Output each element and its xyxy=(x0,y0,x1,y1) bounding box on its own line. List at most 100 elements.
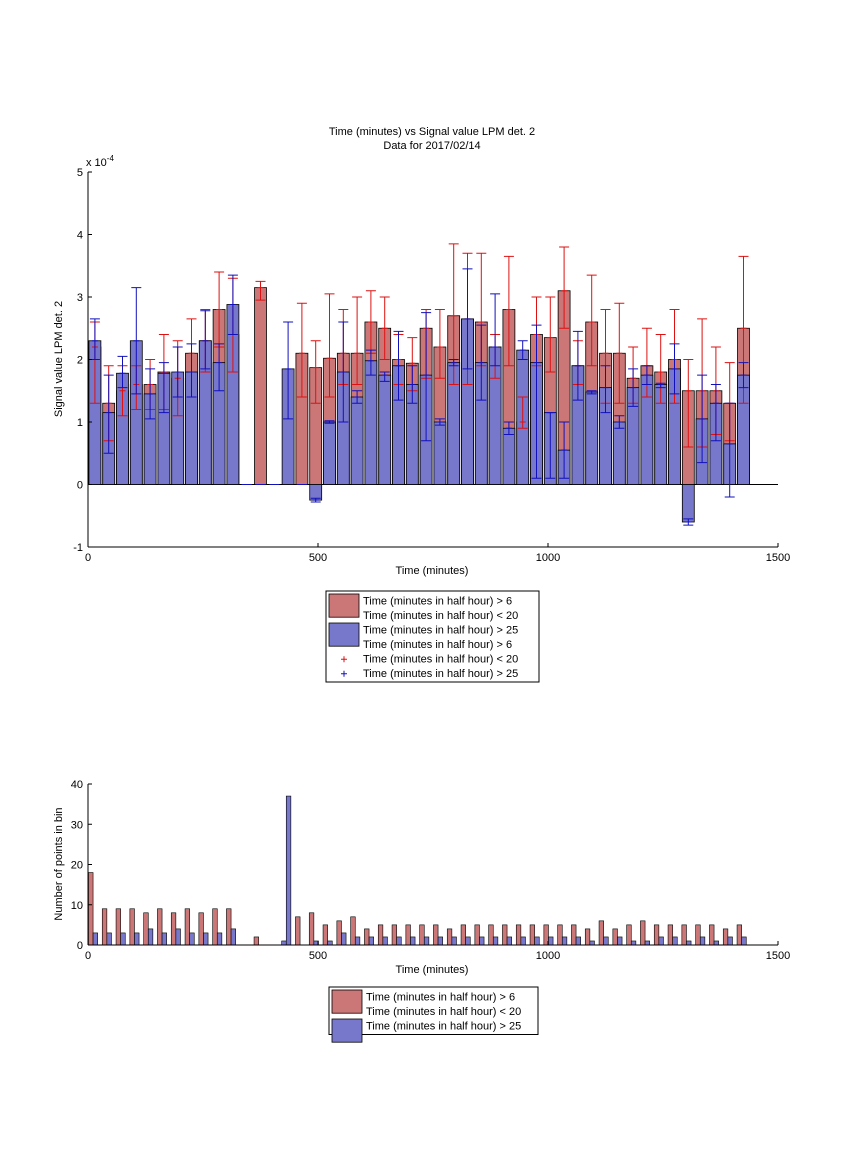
bottom-chart-bar-blue xyxy=(506,936,512,946)
bottom-chart-x-tick-label: 0 xyxy=(85,950,91,962)
bottom-chart-bar-red xyxy=(170,912,177,946)
bottom-chart-bar-red xyxy=(736,924,742,946)
top-chart-x-tick-label: 500 xyxy=(309,552,327,564)
top-chart: Time (minutes) vs Signal value LPM det. … xyxy=(53,126,790,683)
bottom-chart-bar-red xyxy=(405,924,411,946)
bottom-chart-bar-blue xyxy=(465,936,471,946)
bottom-chart-legend-box xyxy=(328,986,539,1035)
top-chart-bar-blue xyxy=(585,391,599,485)
bottom-chart-bar-red xyxy=(184,908,190,946)
bottom-chart-bar-blue xyxy=(147,928,154,946)
bottom-chart-bar-red xyxy=(295,916,301,946)
bottom-chart-bar-red xyxy=(612,928,618,946)
bottom-chart-plot-area: 0 500 1000 1500 0 10 20 30 40 xyxy=(71,779,790,962)
bottom-chart-bar-blue xyxy=(699,936,706,946)
top-chart-bar-blue xyxy=(502,427,516,485)
top-chart-legend-label: Time (minutes in half hour) > 6 xyxy=(363,639,512,651)
bottom-chart-bar-red xyxy=(571,924,577,946)
bottom-chart-bar-red xyxy=(653,924,660,946)
bottom-chart-bar-blue xyxy=(437,936,443,946)
bottom-chart-y-axis-label: Number of points in bin xyxy=(53,807,65,920)
bottom-chart-bar-blue xyxy=(134,932,140,946)
bottom-chart-bar-blue xyxy=(216,932,223,946)
bottom-chart-bar-blue xyxy=(175,928,181,946)
bottom-chart-bar-blue xyxy=(281,940,287,946)
bottom-chart-legend-swatch-red xyxy=(331,989,363,1014)
bottom-chart-bar-blue xyxy=(548,936,554,946)
top-chart-y-tick-label: 2 xyxy=(77,355,83,367)
bottom-chart-bar-blue xyxy=(534,936,540,946)
bottom-chart-bar-blue xyxy=(451,936,457,946)
top-chart-bar-blue xyxy=(378,374,392,485)
bottom-chart-bar-red xyxy=(488,924,494,946)
bottom-chart-bar-blue xyxy=(230,928,236,946)
bottom-chart-y-tick-label: 20 xyxy=(71,860,83,872)
bottom-chart-bar-red xyxy=(88,872,94,946)
top-chart-x-tick-label: 0 xyxy=(85,552,91,564)
bottom-chart-bar-blue xyxy=(189,932,195,946)
bottom-chart-bar-red xyxy=(101,908,108,946)
top-chart-bar-blue xyxy=(681,484,695,523)
top-chart-x-axis-label: Time (minutes) xyxy=(396,565,469,577)
bottom-chart-bar-red xyxy=(529,924,535,946)
bottom-chart-y-tick-label: 30 xyxy=(71,819,83,831)
bottom-chart-legend-label: Time (minutes in half hour) > 25 xyxy=(366,1021,521,1033)
top-chart-y-exponent: x 10-4 xyxy=(86,154,114,169)
bottom-chart: 0 500 1000 1500 0 10 20 30 40 Time (minutes) Num… xyxy=(53,779,790,1043)
bottom-chart-bar-red xyxy=(391,924,397,946)
bottom-chart-y-tick-label: 0 xyxy=(77,940,83,952)
bottom-chart-bar-red xyxy=(502,924,508,946)
top-chart-x-tick-label: 1000 xyxy=(536,552,560,564)
top-chart-legend-label: Time (minutes in half hour) > 25 xyxy=(363,668,518,680)
bottom-chart-bar-blue xyxy=(382,936,388,946)
bottom-chart-legend-swatch-blue xyxy=(331,1018,363,1043)
bottom-chart-bar-blue xyxy=(479,936,485,946)
top-chart-y-tick-label: 4 xyxy=(77,230,83,242)
top-chart-legend-label: Time (minutes in half hour) > 25 xyxy=(363,625,518,637)
bottom-chart-y-tick-label: 10 xyxy=(71,900,83,912)
bottom-chart-bar-blue xyxy=(672,936,678,946)
bottom-chart-bar-red xyxy=(253,936,259,946)
bottom-chart-bar-red xyxy=(557,924,563,946)
top-chart-x-tick-label: 1500 xyxy=(766,552,790,564)
bottom-chart-bar-red xyxy=(722,928,729,946)
top-chart-bar-red xyxy=(254,287,267,485)
bottom-chart-bar-blue xyxy=(106,932,112,946)
bottom-chart-bar-blue xyxy=(120,932,126,946)
bottom-chart-bar-blue xyxy=(161,932,167,946)
top-chart-legend-box xyxy=(325,590,540,683)
bottom-chart-bar-red xyxy=(322,924,328,946)
top-chart-legend-swatch-red xyxy=(328,593,360,618)
bottom-chart-bar-red xyxy=(308,912,315,946)
top-chart-legend-label: Time (minutes in half hour) > 6 xyxy=(363,596,512,608)
bottom-chart-bar-red xyxy=(626,924,632,946)
bottom-chart-bar-blue xyxy=(589,940,595,946)
bottom-chart-bar-blue xyxy=(686,940,692,946)
bottom-chart-bar-blue xyxy=(285,795,292,946)
bottom-chart-bar-red xyxy=(350,916,356,946)
top-chart-legend-swatch-blue xyxy=(328,622,360,647)
bottom-chart-bar-red xyxy=(226,908,232,946)
top-chart-y-tick-label: 1 xyxy=(77,417,83,429)
bottom-chart-bar-red xyxy=(212,908,218,946)
bottom-chart-bar-blue xyxy=(644,940,650,946)
top-chart-legend-label: Time (minutes in half hour) < 20 xyxy=(363,654,518,666)
bottom-chart-bar-red xyxy=(157,908,163,946)
bottom-chart-bar-blue xyxy=(520,936,526,946)
bottom-chart-bar-red xyxy=(584,928,591,946)
bottom-chart-bar-red xyxy=(709,924,715,946)
top-chart-bar-blue xyxy=(433,421,447,485)
bottom-chart-bar-blue xyxy=(617,936,623,946)
bottom-chart-bar-blue xyxy=(741,936,747,946)
bottom-chart-bar-blue xyxy=(658,936,664,946)
bottom-chart-bar-red xyxy=(433,924,439,946)
bottom-chart-bar-blue xyxy=(575,936,581,946)
bottom-chart-bar-blue xyxy=(327,940,333,946)
bottom-chart-bar-red xyxy=(474,924,480,946)
bottom-chart-bar-red xyxy=(598,920,604,946)
bottom-chart-bar-blue xyxy=(92,932,98,946)
bottom-chart-bar-blue xyxy=(561,936,568,946)
bottom-chart-bar-blue xyxy=(713,940,719,946)
top-chart-bar-blue xyxy=(350,396,364,485)
bottom-chart-bar-red xyxy=(446,928,453,946)
